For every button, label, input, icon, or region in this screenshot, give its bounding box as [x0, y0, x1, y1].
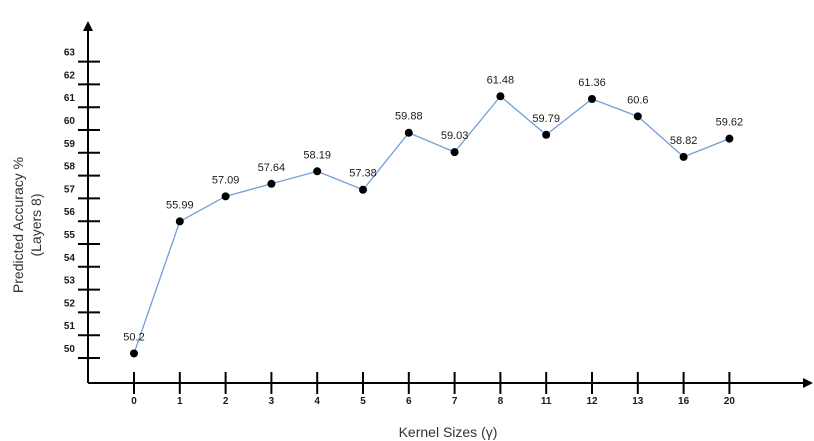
- data-label: 57.38: [349, 168, 377, 180]
- data-point: [175, 217, 184, 226]
- data-point: [221, 192, 230, 201]
- y-axis-title: Predicted Accuracy % (Layers 8): [10, 157, 44, 293]
- data-label: 57.09: [212, 174, 240, 186]
- data-label: 61.48: [487, 74, 515, 86]
- data-points: [130, 92, 734, 358]
- data-point: [725, 134, 734, 143]
- data-point: [542, 130, 551, 139]
- y-tick-label: 50: [64, 344, 76, 355]
- y-tick-label: 56: [64, 207, 76, 218]
- x-tick-label: 16: [678, 396, 690, 407]
- x-tick-label: 4: [314, 396, 320, 407]
- data-point: [679, 152, 688, 161]
- y-axis-title-line2: (Layers 8): [28, 193, 44, 256]
- data-point: [496, 92, 505, 101]
- y-tick-label: 62: [64, 70, 76, 81]
- data-point: [313, 167, 322, 176]
- data-label: 59.88: [395, 111, 423, 123]
- data-label: 57.64: [258, 162, 286, 174]
- data-point: [267, 179, 276, 188]
- data-label: 50.2: [123, 331, 144, 343]
- data-label: 59.62: [716, 117, 744, 129]
- y-tick-label: 61: [64, 93, 76, 104]
- data-point: [588, 94, 596, 103]
- x-tick-label: 1: [177, 396, 183, 407]
- data-label: 58.19: [303, 149, 331, 161]
- y-tick-label: 51: [64, 321, 76, 332]
- y-ticks: 50 51 52 53 54 55 56 57 58 59 60 61 62 63: [64, 48, 100, 359]
- x-tick-label: 0: [131, 396, 137, 407]
- y-tick-label: 55: [64, 230, 76, 241]
- x-tick-label: 20: [724, 396, 736, 407]
- data-point: [404, 128, 413, 137]
- y-tick-label: 54: [64, 253, 76, 264]
- x-axis-title: Kernel Sizes (γ): [399, 424, 498, 440]
- x-ticks: 0 1 2 3 4 5 6 7 8 11 12 13 16 20: [131, 372, 735, 407]
- data-point: [130, 349, 138, 358]
- series-line: [133, 95, 730, 354]
- x-tick-label: 2: [223, 396, 229, 407]
- series-polyline: [133, 95, 730, 354]
- x-tick-label: 5: [360, 396, 366, 407]
- x-tick-label: 12: [586, 396, 598, 407]
- data-labels: 50.2 55.99 57.09 57.64 58.19 57.38 59.88 59.03 6…: [123, 74, 743, 343]
- y-tick-label: 52: [64, 298, 76, 309]
- data-label: 61.36: [578, 77, 606, 89]
- axes: [83, 21, 813, 388]
- y-tick-label: 63: [64, 48, 76, 59]
- y-tick-label: 60: [64, 116, 76, 127]
- y-axis-title-line1: Predicted Accuracy %: [10, 157, 26, 293]
- data-point: [359, 185, 367, 194]
- x-tick-label: 3: [269, 396, 275, 407]
- x-tick-label: 7: [452, 396, 458, 407]
- x-tick-label: 11: [541, 396, 552, 407]
- data-label: 60.6: [627, 94, 648, 106]
- x-tick-label: 6: [406, 396, 412, 407]
- y-tick-label: 59: [64, 139, 76, 150]
- data-label: 58.82: [670, 135, 698, 147]
- data-point: [450, 148, 459, 157]
- y-tick-label: 57: [64, 184, 76, 195]
- data-label: 59.03: [441, 130, 469, 142]
- x-tick-label: 13: [632, 396, 644, 407]
- data-label: 55.99: [166, 199, 194, 211]
- y-tick-label: 58: [64, 162, 76, 173]
- y-tick-label: 53: [64, 276, 76, 287]
- data-point: [633, 112, 642, 121]
- data-label: 59.79: [532, 113, 560, 125]
- x-tick-label: 8: [498, 396, 504, 407]
